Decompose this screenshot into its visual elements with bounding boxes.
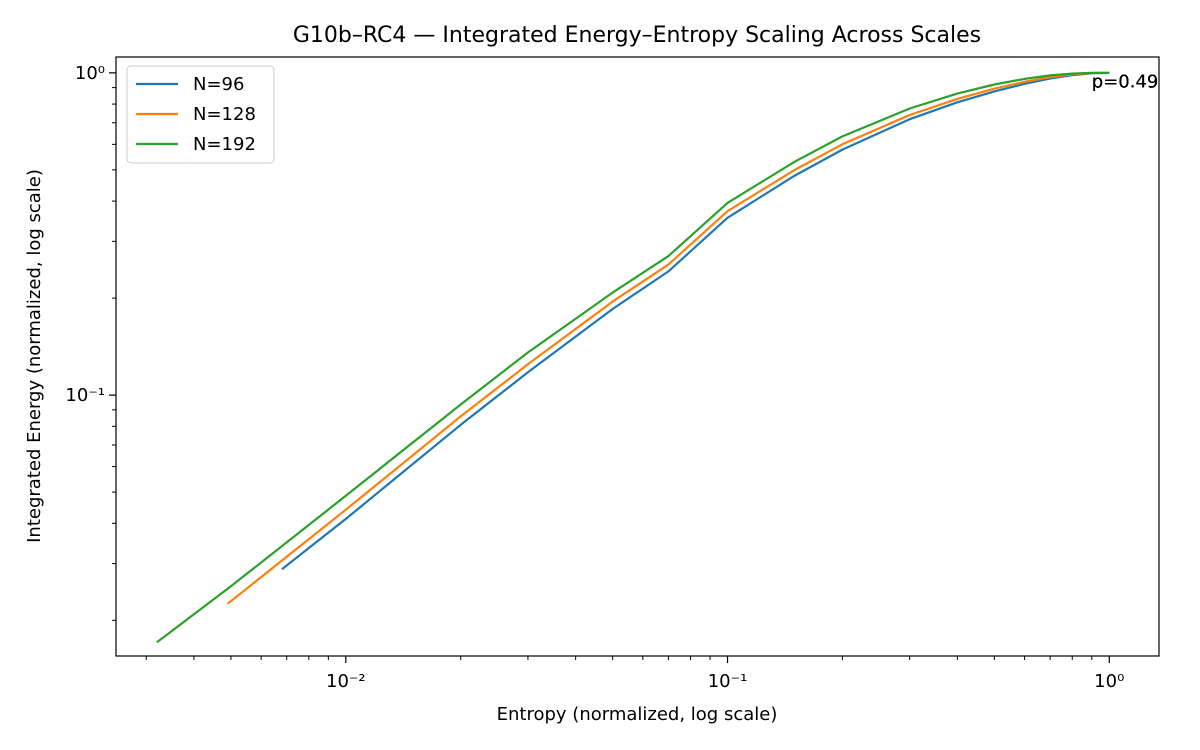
x-axis-label: Entropy (normalized, log scale) (497, 704, 778, 725)
y-axis-label: Integrated Energy (normalized, log scale… (24, 169, 45, 543)
legend-box (126, 65, 275, 164)
x-tick-label: 10⁻² (326, 671, 366, 692)
y-tick-label: 10⁰ (75, 63, 105, 84)
legend-label: N=192 (193, 134, 256, 155)
legend-label: N=96 (193, 74, 244, 95)
annotation-label: p=0.49 (1092, 72, 1159, 93)
series-line-n-128 (226, 71, 1110, 605)
legend: N=96 N=128 N=192 (126, 65, 275, 164)
y-tick-label: 10⁻¹ (65, 385, 105, 406)
series-line-n-192 (156, 71, 1110, 644)
x-tick-label: 10⁰ (1094, 671, 1124, 692)
x-tick-label: 10⁻¹ (708, 671, 748, 692)
legend-label: N=128 (193, 104, 256, 125)
annotation-label: p=0.49 (1092, 72, 1159, 93)
series-line-n-96 (281, 71, 1110, 571)
annotation-label: p=0.49 (1092, 72, 1159, 93)
axes-frame (115, 56, 1160, 657)
chart-title: G10b–RC4 — Integrated Energy–Entropy Sca… (293, 23, 981, 48)
